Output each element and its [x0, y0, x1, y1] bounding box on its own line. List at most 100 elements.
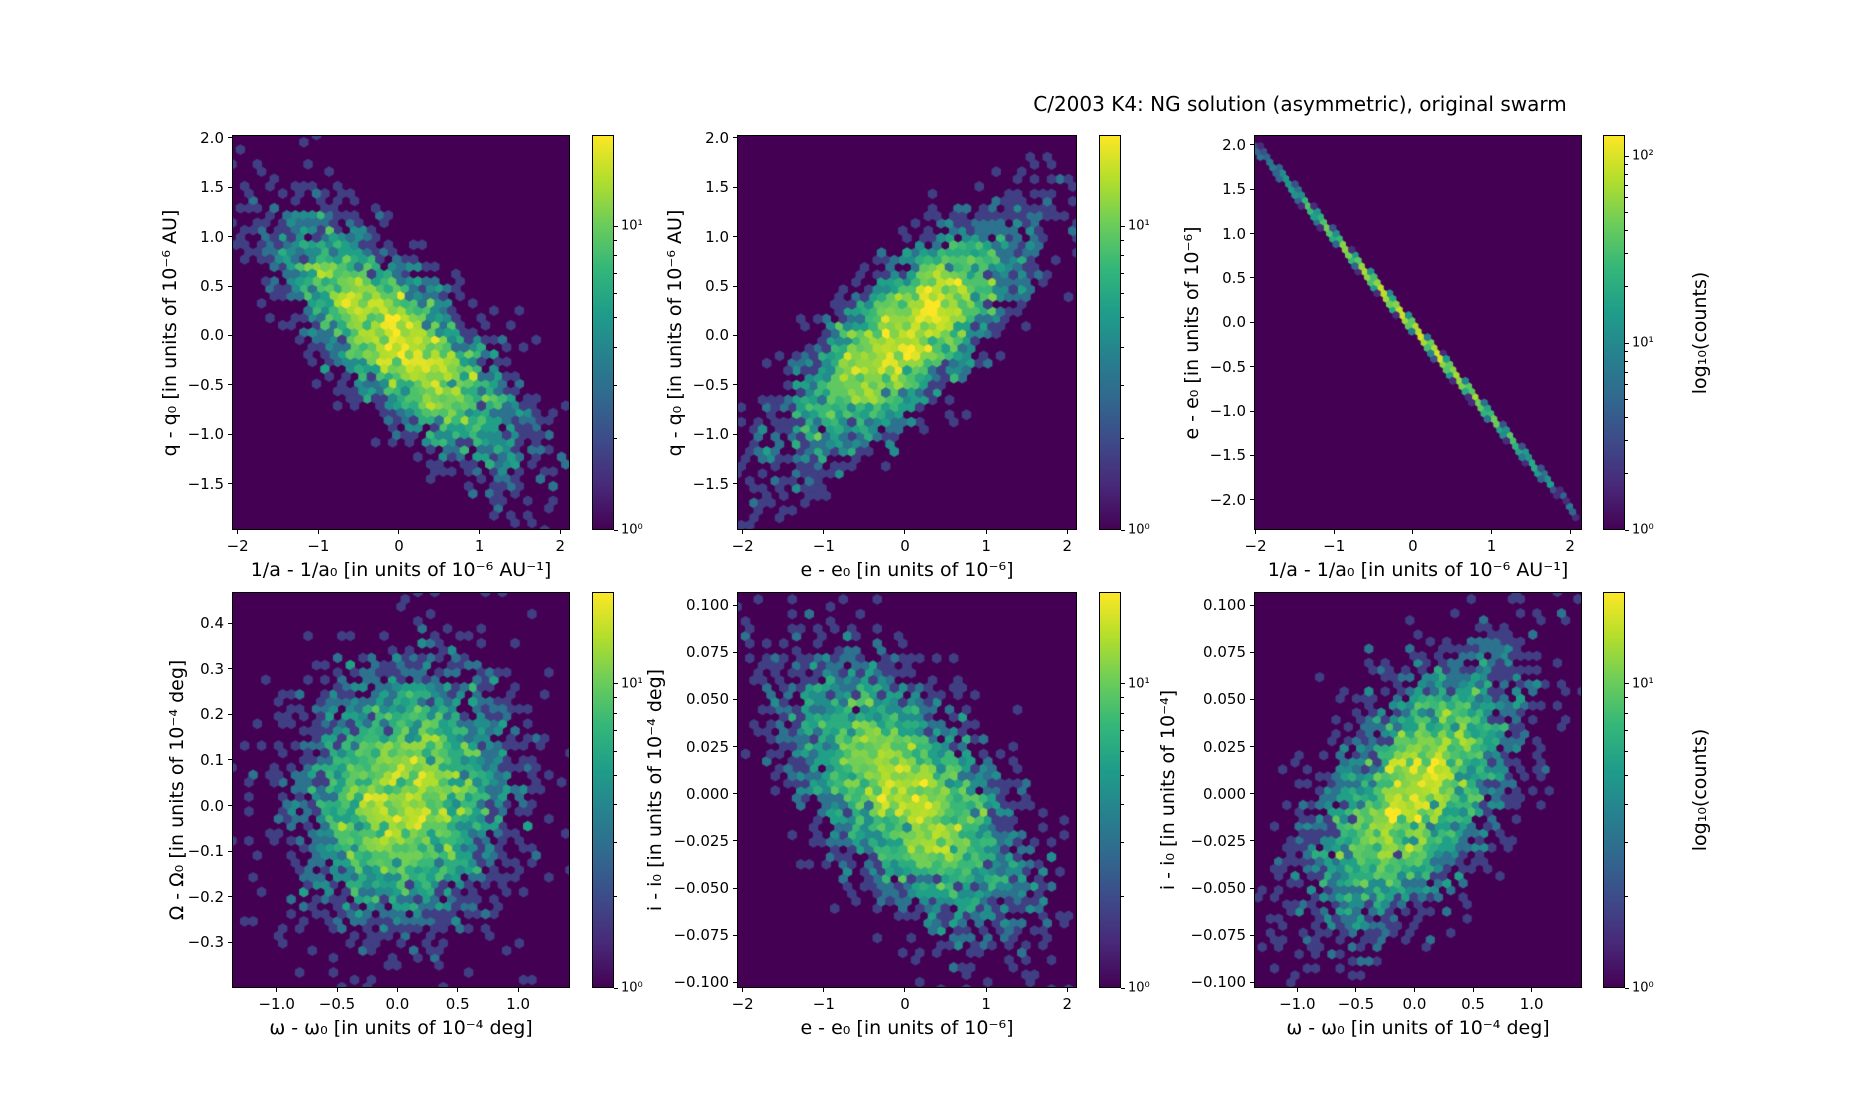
y-tick [228, 137, 232, 139]
y-tick [228, 850, 232, 852]
hexbin-canvas [737, 135, 1077, 530]
colorbar-tick-label: 10¹ [1632, 335, 1654, 351]
colorbar-minor-tick [1121, 895, 1124, 897]
x-tick [742, 530, 744, 534]
y-tick [733, 934, 737, 936]
x-tick-label: 1 [1486, 537, 1497, 555]
x-tick [1355, 988, 1357, 992]
y-tick [228, 285, 232, 287]
y-tick-label: 2.0 [1222, 135, 1246, 154]
y-tick-label: −0.075 [673, 926, 729, 945]
colorbar-tick [614, 987, 618, 989]
y-tick-label: 1.5 [200, 178, 224, 197]
y-tick-label: −1.5 [692, 474, 729, 493]
y-tick [733, 840, 737, 842]
subplot-node-vs-argperi: ω - ω₀ [in units of 10⁻⁴ deg] Ω - Ω₀ [in… [166, 592, 570, 1039]
y-tick [733, 887, 737, 889]
y-tick [733, 433, 737, 435]
colorbar-tick-label: 10¹ [1128, 218, 1150, 234]
y-tick-label: −1.5 [187, 474, 224, 493]
y-tick-label: −0.3 [187, 933, 224, 952]
y-tick [1250, 188, 1254, 190]
colorbar-minor-tick [614, 842, 617, 844]
x-tick-label: −1.0 [258, 995, 295, 1013]
colorbar-tick-label: 10⁰ [1632, 980, 1654, 996]
y-tick-label: 1.0 [200, 227, 224, 246]
y-tick-label: 0.025 [1203, 737, 1246, 756]
colorbar-tick-label: 10¹ [621, 218, 643, 234]
y-tick-label: −0.100 [1190, 973, 1246, 992]
y-tick [1250, 410, 1254, 412]
x-tick [559, 530, 561, 534]
x-tick-label: −1 [812, 995, 835, 1013]
y-tick-label: −0.5 [187, 375, 224, 394]
y-tick-label: −0.025 [1190, 831, 1246, 850]
colorbar-minor-tick [1121, 750, 1124, 752]
y-tick [228, 433, 232, 435]
y-tick-label: 0.0 [705, 326, 729, 345]
colorbar-minor-tick [1625, 842, 1628, 844]
colorbar-minor-tick [614, 317, 617, 319]
y-tick-label: 2.0 [200, 128, 224, 147]
y-tick-label: 0.0 [200, 796, 224, 815]
x-tick-label: 1.0 [506, 995, 531, 1013]
y-tick [228, 713, 232, 715]
y-axis-label: i - i₀ [in units of 10⁻⁴] [1157, 689, 1179, 891]
x-tick [1333, 530, 1335, 534]
colorbar-minor-tick [1625, 384, 1628, 386]
y-tick-label: −1.5 [1209, 446, 1246, 465]
y-tick-label: 0.000 [686, 784, 729, 803]
colorbar-tick-label: 10² [1632, 148, 1654, 164]
x-tick-label: −1 [812, 537, 835, 555]
colorbar-minor-tick [1121, 239, 1124, 241]
colorbar-minor-tick [614, 712, 617, 714]
x-tick [276, 988, 278, 992]
colorbar-tick [1625, 683, 1629, 685]
x-tick [1531, 988, 1533, 992]
x-tick-label: 0 [900, 995, 910, 1013]
y-tick [1250, 651, 1254, 653]
y-tick-label: 0.0 [200, 326, 224, 345]
colorbar-minor-tick [614, 272, 617, 274]
x-tick-label: 0.0 [385, 995, 410, 1013]
x-tick [823, 530, 825, 534]
y-tick-label: −1.0 [692, 425, 729, 444]
hexbin-canvas [1254, 592, 1582, 988]
x-tick [1255, 530, 1257, 534]
colorbar-minor-tick [614, 750, 617, 752]
y-tick [733, 651, 737, 653]
colorbar-minor-tick [1625, 804, 1628, 806]
hexbin-canvas [232, 135, 570, 530]
y-tick [1250, 366, 1254, 368]
y-axis-label: Ω - Ω₀ [in units of 10⁻⁴ deg] [166, 659, 188, 921]
colorbar-minor-tick [1625, 440, 1628, 442]
colorbar-gradient [1099, 135, 1121, 530]
x-tick [742, 988, 744, 992]
colorbar-minor-tick [1625, 417, 1628, 418]
x-tick [396, 988, 398, 992]
y-tick-label: −0.075 [1190, 926, 1246, 945]
x-axis-label: 1/a - 1/a₀ [in units of 10⁻⁶ AU⁻¹] [1267, 559, 1569, 581]
x-tick [237, 530, 239, 534]
y-tick [1250, 934, 1254, 936]
y-tick [733, 137, 737, 139]
subplot-i-vs-argperi: ω - ω₀ [in units of 10⁻⁴ deg] i - i₀ [in… [1157, 592, 1582, 1039]
x-axis-label: e - e₀ [in units of 10⁻⁶] [800, 559, 1014, 581]
x-tick-label: 0.5 [1461, 995, 1485, 1013]
y-tick [228, 668, 232, 670]
y-tick-label: 0.100 [686, 596, 729, 615]
colorbar-minor-tick [1625, 230, 1628, 232]
colorbar-minor-tick [1625, 164, 1628, 166]
colorbar-minor-tick [614, 697, 617, 699]
x-tick-label: −2 [731, 995, 754, 1013]
colorbar-minor-tick [1625, 197, 1628, 199]
y-tick [1250, 840, 1254, 842]
y-tick-label: 1.0 [705, 227, 729, 246]
y-tick-label: 0.075 [686, 643, 729, 662]
x-tick [517, 988, 519, 992]
colorbar-minor-tick [614, 239, 617, 241]
y-tick [733, 981, 737, 983]
colorbar-minor-tick [1625, 697, 1628, 699]
colorbar-minor-tick [1625, 253, 1628, 255]
